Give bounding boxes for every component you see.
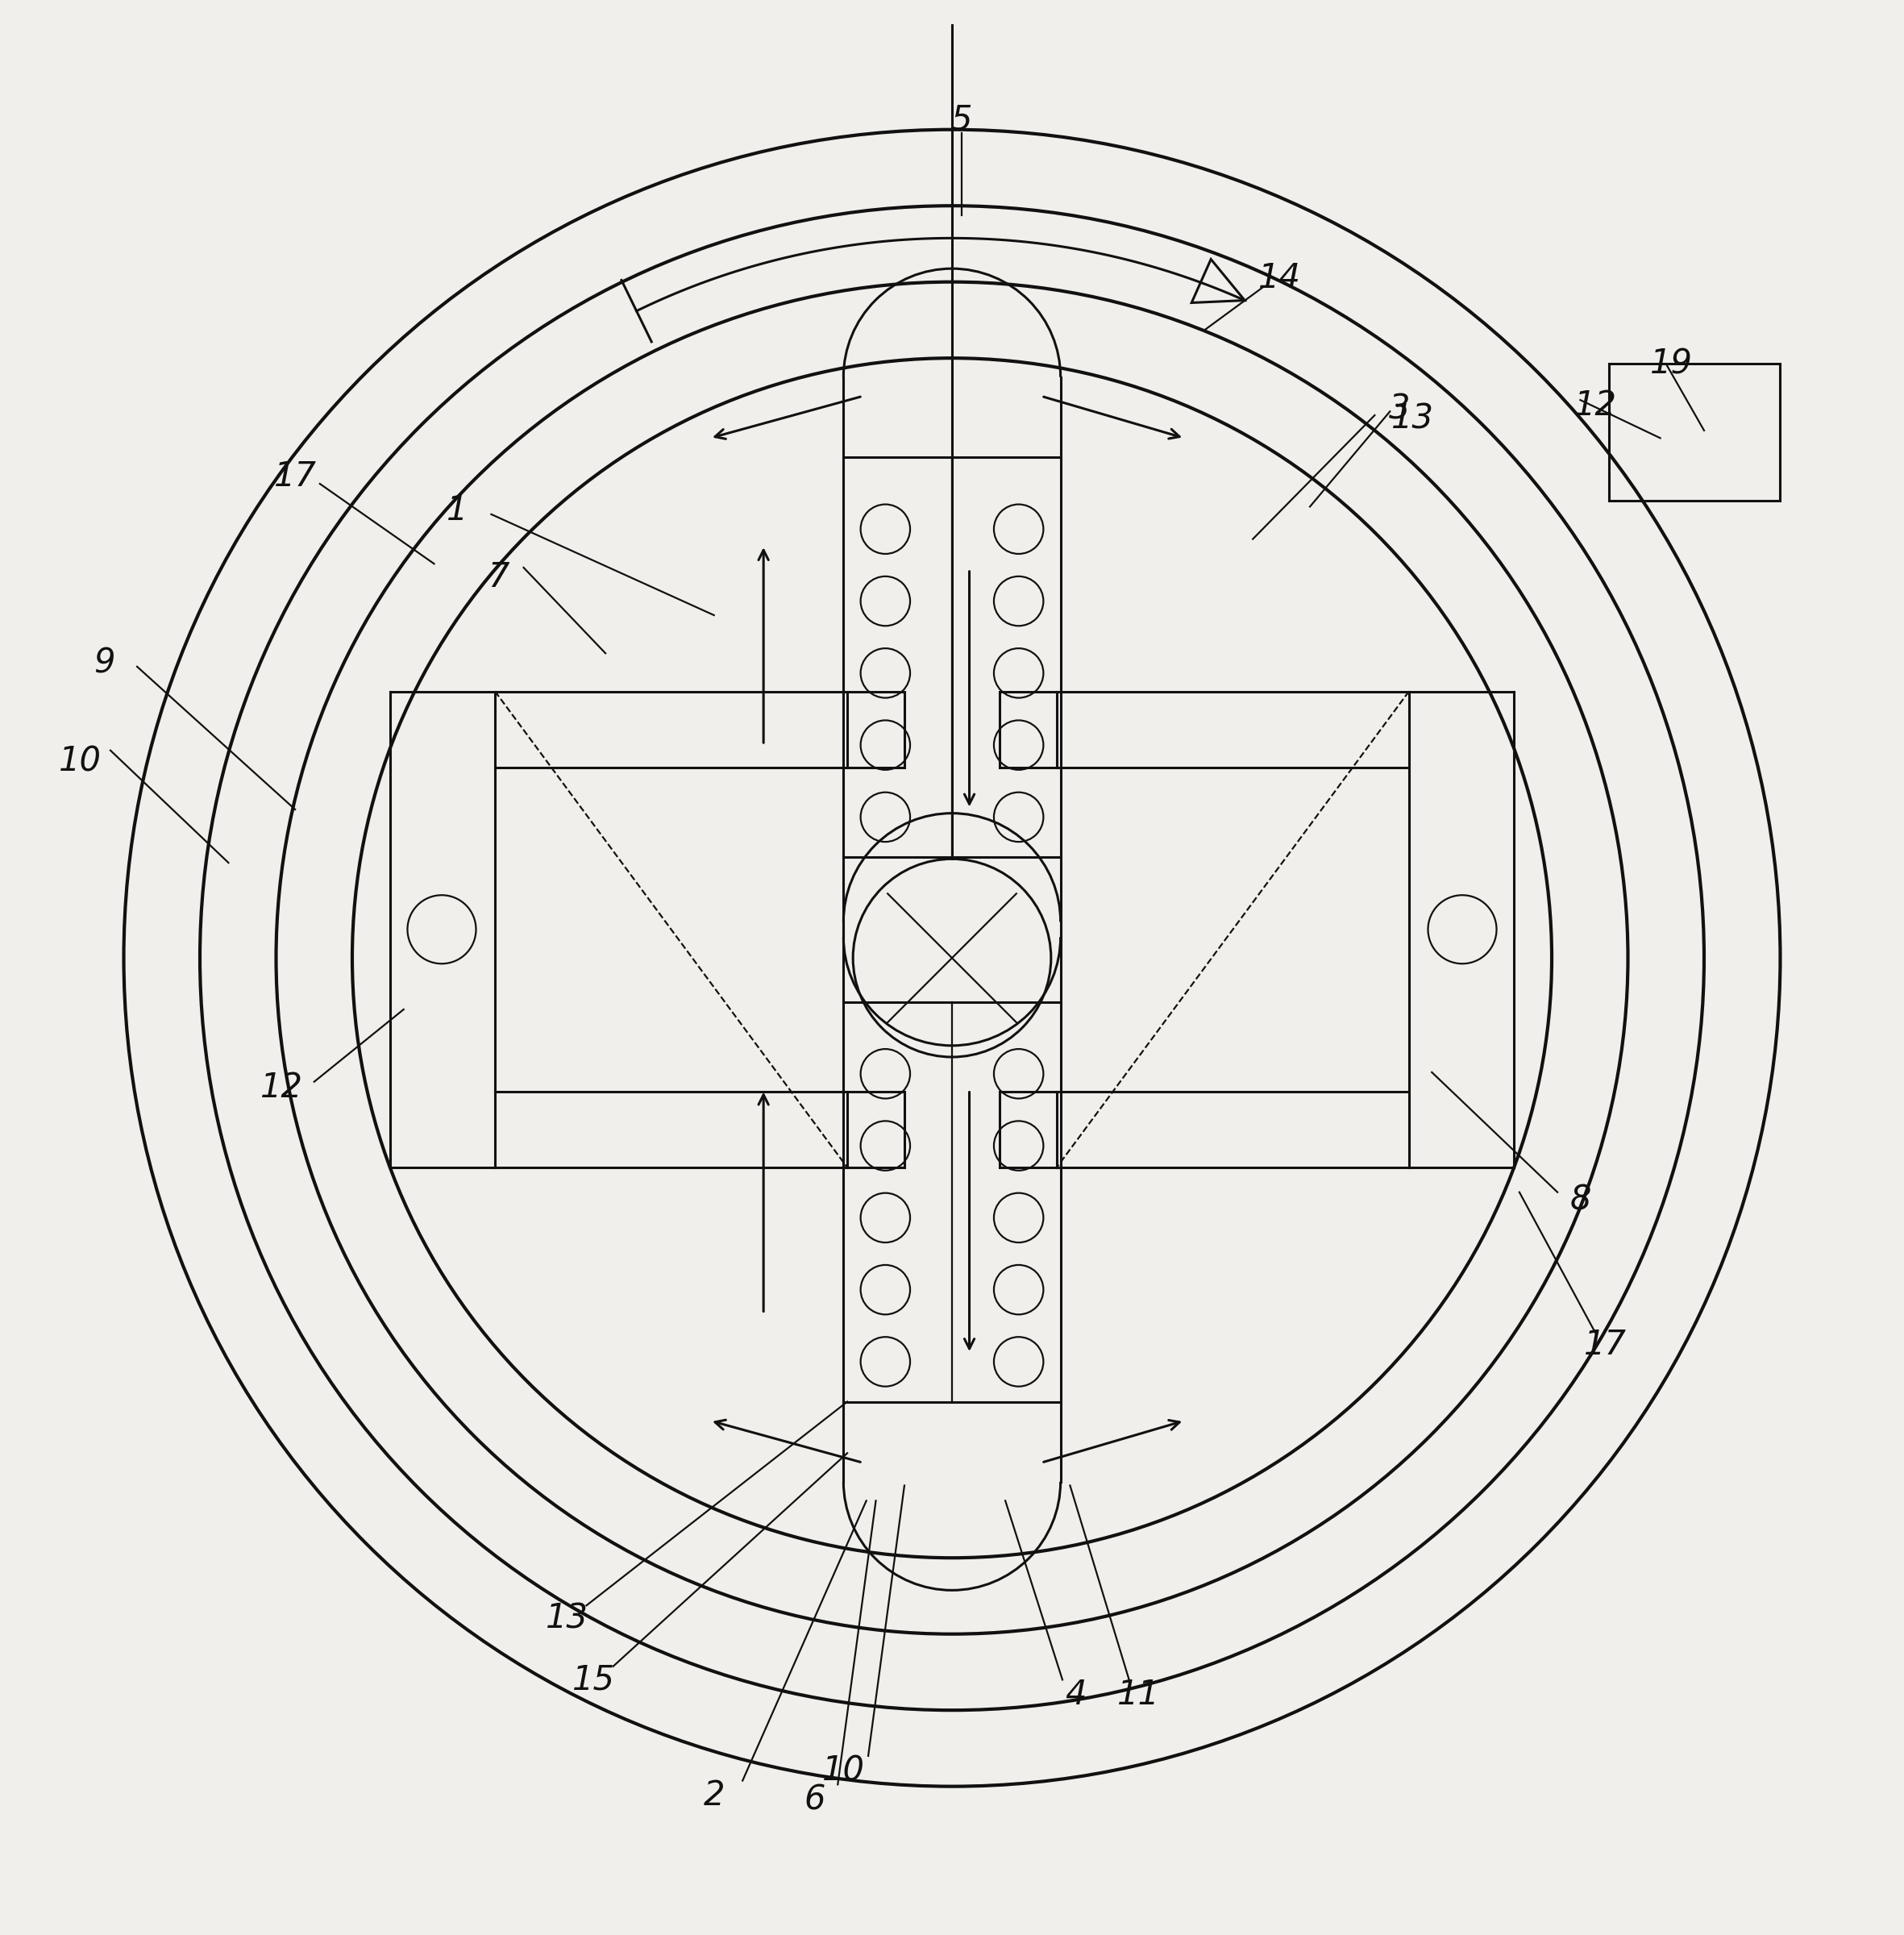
Text: 3: 3 bbox=[1388, 393, 1411, 426]
Text: 4: 4 bbox=[1064, 1678, 1087, 1712]
Text: 9: 9 bbox=[93, 646, 116, 679]
Text: 13: 13 bbox=[1392, 402, 1434, 435]
Bar bbox=[1609, 364, 1780, 501]
Text: 15: 15 bbox=[573, 1662, 615, 1697]
Text: 1: 1 bbox=[446, 493, 468, 528]
Bar bbox=[843, 1002, 1061, 1401]
Text: 12: 12 bbox=[1575, 389, 1616, 422]
Bar bbox=[843, 457, 1061, 857]
Text: 11: 11 bbox=[1118, 1678, 1160, 1712]
Text: 10: 10 bbox=[823, 1755, 864, 1788]
Text: 2: 2 bbox=[703, 1778, 725, 1813]
Text: 10: 10 bbox=[59, 745, 101, 778]
Text: 13: 13 bbox=[546, 1602, 588, 1635]
Text: 7: 7 bbox=[487, 559, 510, 594]
Text: 14: 14 bbox=[1259, 261, 1300, 294]
Text: 6: 6 bbox=[803, 1782, 826, 1817]
Text: 5: 5 bbox=[950, 103, 973, 137]
Text: 12: 12 bbox=[261, 1070, 303, 1105]
Text: 17: 17 bbox=[1584, 1327, 1626, 1362]
Text: 8: 8 bbox=[1569, 1182, 1592, 1217]
Text: 19: 19 bbox=[1651, 346, 1693, 381]
Text: 17: 17 bbox=[274, 459, 316, 493]
